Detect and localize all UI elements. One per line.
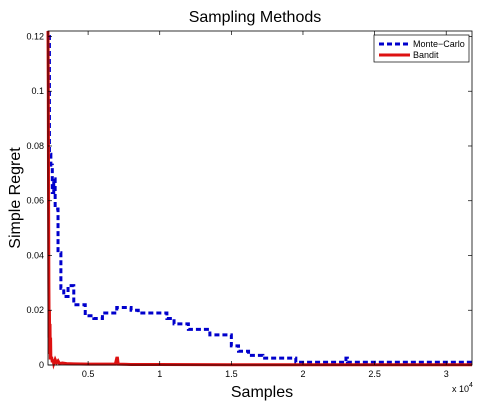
legend-label-monte-carlo: Monte−Carlo (413, 39, 465, 49)
y-tick-label: 0.1 (31, 86, 44, 96)
legend-box (373, 34, 470, 63)
series-layer (46, 30, 472, 370)
y-tick-label: 0.12 (26, 31, 44, 41)
x-tick-label: 0.5 (82, 369, 95, 379)
x-exponent-base: x 10 (452, 384, 469, 394)
series-line-monte-carlo (47, 34, 472, 364)
y-tick-label: 0.06 (26, 196, 44, 206)
x-tick-label: 3 (444, 369, 449, 379)
y-tick-label: 0.08 (26, 141, 44, 151)
chart-title: Sampling Methods (189, 9, 322, 26)
x-axis-label: Samples (231, 384, 293, 401)
plot-background (48, 31, 472, 365)
series-line-bandit (46, 30, 472, 370)
y-tick-label: 0 (39, 360, 44, 370)
y-axis-label: Simple Regret (7, 147, 24, 249)
x-tick-label: 2.5 (368, 369, 381, 379)
plot-frame (47, 30, 473, 366)
x-tick-label: 1.5 (225, 369, 238, 379)
ticks-layer: 0.5 1 1.5 2 2.5 3 0 0.02 0.04 0.06 0.08 0.1 0.12 (26, 31, 472, 379)
legend-label-bandit: Bandit (413, 50, 439, 60)
x-exponent-power: 4 (469, 382, 473, 389)
y-tick-label: 0.02 (26, 305, 44, 315)
y-tick-label: 0.04 (26, 250, 44, 260)
x-tick-label: 1 (157, 369, 162, 379)
x-exponent-label: x 104 (452, 382, 473, 394)
x-tick-label: 2 (300, 369, 305, 379)
legend: Monte−Carlo Bandit (373, 34, 470, 63)
